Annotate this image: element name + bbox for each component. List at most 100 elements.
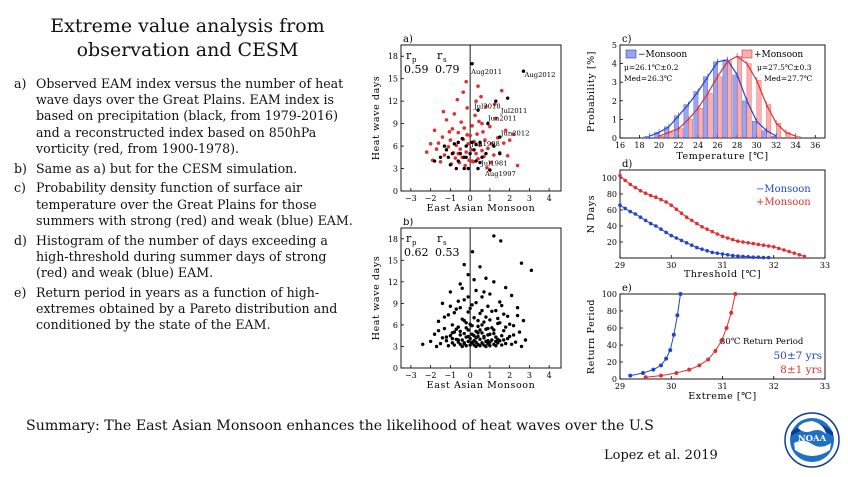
list-item-text: Return period in years as a function of … — [36, 284, 338, 333]
data-point-black — [466, 339, 470, 344]
data-point-red — [477, 119, 481, 124]
x-tick-label: 3 — [527, 194, 532, 203]
data-point-red — [478, 143, 482, 148]
histogram-bar — [756, 80, 762, 139]
series-point — [715, 251, 720, 255]
series-point — [654, 195, 658, 199]
data-point-black — [464, 344, 468, 348]
series-point — [761, 255, 766, 260]
series-point — [664, 230, 668, 235]
data-point-black — [515, 313, 520, 318]
y-tick-label: 12 — [388, 97, 398, 106]
point-annotation: Jun2012 — [500, 130, 530, 138]
data-point-red — [501, 141, 506, 145]
data-point-black — [492, 328, 496, 332]
y-tick-label: 5 — [612, 41, 617, 50]
data-point-black — [462, 341, 466, 345]
data-point-red — [442, 153, 447, 157]
data-point-black — [500, 303, 504, 308]
data-point-red — [464, 150, 468, 154]
data-point-red — [470, 124, 474, 128]
histogram-bar — [732, 74, 738, 139]
x-tick-label: 1 — [487, 194, 492, 203]
data-point-red — [468, 133, 472, 138]
series-point — [628, 182, 633, 187]
y-tick-label: 15 — [388, 75, 398, 84]
data-point-black — [436, 328, 441, 333]
x-tick-label: 20 — [654, 141, 664, 150]
data-point-black — [450, 336, 455, 341]
histogram-bar — [776, 122, 781, 139]
data-point-black — [498, 300, 502, 304]
data-point-black — [458, 282, 462, 286]
data-point-black — [474, 344, 478, 349]
list-item-text: Same as a) but for the CESM simulation. — [36, 160, 298, 176]
series-point — [633, 185, 638, 190]
series-point — [715, 232, 720, 236]
x-axis-label: East Asian Monsoon — [427, 203, 536, 213]
data-point-red — [480, 148, 484, 153]
data-point-black — [482, 334, 486, 339]
series-point — [761, 243, 766, 247]
data-point-red — [476, 84, 480, 88]
data-point-black — [494, 339, 498, 344]
rs-subscript: s — [443, 239, 447, 247]
data-point-black — [502, 328, 506, 333]
threshold-chart-d: 29 30 31 32 33 20 40 60 80 100 Threshold [℃] N Days… — [586, 159, 830, 280]
series-point — [756, 242, 761, 247]
series-point — [664, 200, 668, 204]
data-point-red — [461, 90, 466, 94]
title-line-2: observation and CESM — [76, 39, 299, 61]
series-point — [664, 356, 669, 361]
data-point-black — [454, 327, 459, 331]
y-tick-label: 6 — [393, 142, 398, 151]
x-tick-label: 28 — [732, 141, 742, 150]
data-point-red — [466, 142, 470, 146]
data-point-black — [468, 343, 472, 347]
list-item: d) Histogram of the number of days exceed… — [14, 233, 354, 282]
data-point-red — [488, 124, 492, 129]
rs-subscript: s — [443, 56, 447, 64]
histogram-bar — [761, 130, 767, 139]
data-point-black — [472, 148, 476, 152]
data-point-black — [472, 316, 476, 320]
series-point — [724, 326, 729, 330]
series-point — [787, 249, 791, 254]
data-point-black — [480, 295, 484, 299]
x-tick-label: 29 — [615, 382, 625, 391]
data-point-black — [503, 325, 508, 329]
data-point-black — [458, 342, 462, 347]
data-point-black — [474, 159, 478, 163]
y-tick-label: 80 — [607, 190, 617, 199]
x-tick-label: 33 — [820, 261, 830, 270]
series-point — [638, 215, 643, 219]
list-item: e) Return period in years as a function o… — [14, 285, 354, 334]
data-point-red — [493, 102, 497, 106]
series-point — [741, 254, 745, 259]
series-point — [720, 252, 725, 256]
series-point — [628, 209, 633, 214]
data-point-black — [468, 336, 472, 341]
data-point-black — [486, 339, 490, 343]
x-tick-label: 30 — [752, 141, 762, 150]
series-point — [675, 313, 680, 318]
histogram-bar — [722, 59, 728, 139]
y-axis-label: Return Period — [586, 299, 597, 374]
series-point — [720, 234, 725, 239]
data-point-black — [490, 309, 494, 313]
data-point-black — [478, 328, 482, 332]
series-point — [719, 338, 724, 343]
series-point — [782, 248, 786, 252]
data-point-red — [483, 138, 487, 142]
data-point-red — [503, 128, 508, 133]
series-point — [618, 173, 622, 178]
data-point-black — [494, 335, 498, 339]
series-point — [695, 221, 699, 226]
series-point — [623, 206, 627, 211]
data-point-black — [482, 320, 486, 324]
data-point-black — [470, 62, 474, 66]
data-point-black — [464, 155, 468, 160]
data-point-red — [448, 138, 453, 142]
data-point-black — [492, 280, 496, 284]
